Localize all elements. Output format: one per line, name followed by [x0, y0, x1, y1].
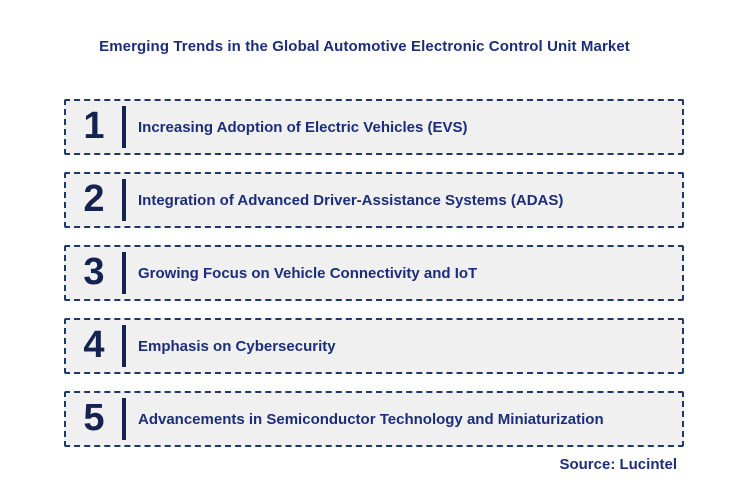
divider-bar	[122, 398, 126, 440]
divider-bar	[122, 179, 126, 221]
trend-label: Integration of Advanced Driver-Assistanc…	[138, 191, 564, 209]
page-title: Emerging Trends in the Global Automotive…	[99, 38, 630, 55]
trend-number: 4	[83, 324, 105, 366]
trend-label: Growing Focus on Vehicle Connectivity an…	[138, 264, 478, 282]
trend-row-2: 2 Integration of Advanced Driver-Assista…	[64, 172, 684, 228]
trend-row-5: 5 Advancements in Semiconductor Technolo…	[64, 391, 684, 447]
trend-number: 2	[83, 178, 105, 220]
trend-number: 1	[83, 105, 105, 147]
source-credit: Source: Lucintel	[559, 456, 677, 473]
trend-label: Advancements in Semiconductor Technology…	[138, 410, 604, 428]
divider-bar	[122, 106, 126, 148]
trend-row-4: 4 Emphasis on Cybersecurity	[64, 318, 684, 374]
trend-label: Increasing Adoption of Electric Vehicles…	[138, 118, 468, 136]
trend-row-1: 1 Increasing Adoption of Electric Vehicl…	[64, 99, 684, 155]
trend-row-3: 3 Growing Focus on Vehicle Connectivity …	[64, 245, 684, 301]
divider-bar	[122, 252, 126, 294]
trend-label: Emphasis on Cybersecurity	[138, 337, 336, 355]
trend-number: 5	[83, 397, 105, 439]
divider-bar	[122, 325, 126, 367]
trend-number: 3	[83, 251, 105, 293]
